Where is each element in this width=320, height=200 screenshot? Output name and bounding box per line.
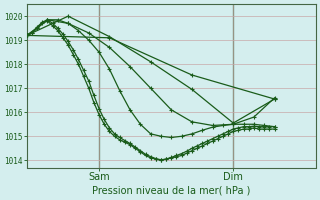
X-axis label: Pression niveau de la mer( hPa ): Pression niveau de la mer( hPa ) xyxy=(92,186,251,196)
